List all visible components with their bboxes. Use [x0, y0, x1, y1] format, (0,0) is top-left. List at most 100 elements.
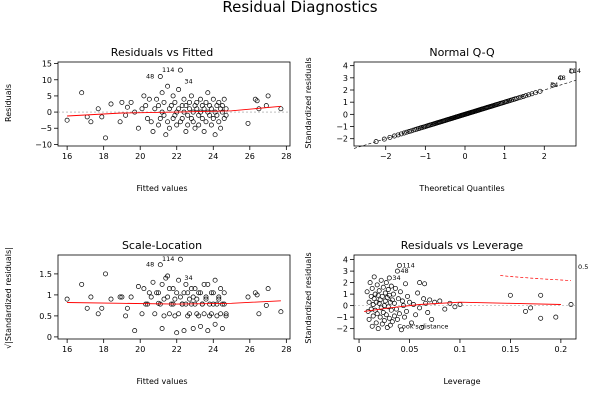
data-point	[183, 103, 189, 109]
data-point	[203, 296, 209, 302]
data-point	[64, 296, 70, 302]
data-point	[64, 117, 70, 123]
data-point	[210, 290, 216, 296]
data-point	[419, 325, 425, 330]
data-point	[148, 119, 154, 125]
data-point	[368, 293, 374, 299]
data-point	[148, 294, 154, 300]
data-point	[415, 290, 421, 296]
x-tick-label: 0	[356, 345, 361, 354]
data-point	[389, 297, 395, 303]
data-point	[154, 290, 160, 296]
data-point	[373, 139, 379, 145]
x-axis-label-rvf: Fitted values	[136, 184, 187, 193]
data-point	[219, 109, 225, 115]
data-point	[181, 328, 187, 334]
y-tick-label: 0	[47, 108, 52, 117]
data-point	[172, 99, 178, 105]
data-point	[159, 281, 165, 287]
x-tick-label: 28	[281, 152, 291, 161]
data-point	[187, 106, 192, 112]
panel-scale-location: Scale-Location Fitted values √|Standardi…	[4, 239, 291, 386]
data-point	[128, 294, 134, 300]
cooks-distance-curve	[500, 275, 572, 281]
data-point	[378, 277, 384, 283]
data-point	[417, 280, 423, 286]
data-point	[108, 296, 114, 302]
data-point	[218, 286, 224, 292]
data-point	[370, 302, 376, 307]
x-tick-label: −2	[380, 152, 392, 161]
data-point	[154, 96, 160, 102]
x-tick-label: 16	[62, 152, 72, 161]
data-point	[374, 282, 380, 288]
data-point	[143, 103, 149, 109]
data-point	[150, 279, 156, 285]
data-point	[384, 325, 390, 330]
data-point	[139, 106, 145, 112]
point-label: 34	[392, 274, 400, 282]
page-title: Residual Diagnostics	[222, 0, 377, 16]
data-point	[457, 302, 463, 307]
data-point	[161, 313, 167, 319]
x-axis-label-rvl: Leverage	[443, 377, 480, 386]
data-point	[394, 316, 400, 322]
data-point	[216, 296, 222, 302]
data-point	[176, 87, 182, 92]
data-point	[176, 277, 182, 283]
data-point	[161, 296, 167, 302]
data-point	[376, 288, 382, 294]
data-point	[398, 131, 404, 137]
cooks-curve-label: 0.5	[578, 263, 588, 271]
data-point	[212, 277, 218, 283]
x-tick-label: 26	[245, 345, 255, 354]
data-point	[188, 93, 194, 99]
data-point	[174, 290, 180, 296]
panel-normal-qq: Normal Q-Q Theoretical Quantiles Standar…	[304, 46, 581, 193]
data-point	[194, 296, 200, 302]
data-point	[380, 310, 386, 315]
data-point	[278, 106, 284, 112]
x-tick-label: 24	[208, 152, 218, 161]
data-point	[221, 96, 227, 102]
data-point	[176, 106, 182, 112]
data-point	[388, 283, 394, 289]
y-axis-label-rvf: Residuals	[4, 84, 13, 122]
data-point	[375, 326, 381, 332]
data-point	[389, 319, 395, 325]
data-point	[219, 301, 225, 307]
data-point	[117, 119, 123, 125]
data-point	[103, 135, 108, 141]
point-label: 34	[184, 77, 192, 85]
x-tick-label: 18	[99, 152, 109, 161]
y-tick-label: 2	[343, 279, 348, 288]
x-tick-label: 22	[172, 345, 182, 354]
data-point	[367, 280, 373, 286]
data-point	[404, 129, 410, 135]
data-point	[119, 99, 125, 105]
y-tick-label: −2	[336, 325, 348, 334]
x-tick-label: 0	[462, 152, 467, 161]
data-point	[174, 122, 180, 128]
data-point	[201, 311, 207, 317]
data-point	[404, 308, 409, 314]
data-point	[99, 305, 105, 311]
data-point	[170, 286, 176, 292]
data-point	[145, 116, 150, 121]
data-point	[390, 291, 396, 297]
data-point	[179, 116, 185, 121]
y-tick-label: 15	[42, 60, 52, 69]
data-point	[157, 74, 163, 79]
panel-title-qq: Normal Q-Q	[429, 46, 495, 59]
panel-title-sl: Scale-Location	[122, 239, 202, 252]
data-point	[201, 129, 207, 134]
data-point	[132, 328, 138, 334]
data-point	[179, 103, 185, 109]
data-point	[425, 310, 431, 315]
data-point	[124, 104, 130, 110]
data-point	[385, 287, 391, 292]
data-point	[210, 96, 216, 102]
x-tick-label: 1	[502, 152, 507, 161]
cooks-distance-legend: Cook's distance	[397, 323, 448, 331]
